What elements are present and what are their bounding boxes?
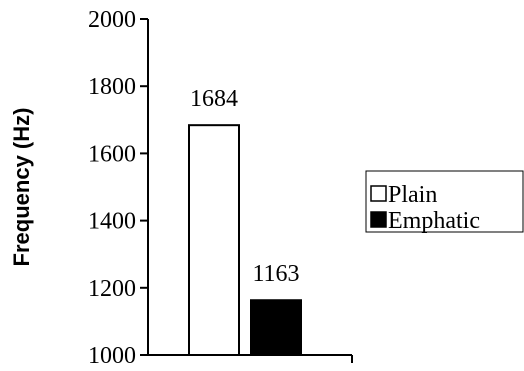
legend-swatch-plain (370, 185, 387, 202)
y-tick-label: 1200 (88, 276, 136, 302)
data-label-plain: 1684 (190, 86, 238, 112)
y-tick-label: 1600 (88, 141, 136, 167)
y-tick-label: 1800 (88, 74, 136, 100)
legend-label-plain: Plain (388, 182, 437, 208)
y-tick-label: 2000 (88, 7, 136, 33)
data-label-emphatic: 1163 (252, 261, 299, 287)
legend-swatch-emphatic (370, 211, 387, 228)
y-tick-label: 1000 (88, 343, 136, 369)
data-labels: 1684 1163 (190, 86, 300, 287)
y-axis-title: Frequency (Hz) (9, 108, 34, 267)
legend-box (365, 170, 524, 233)
bars (188, 124, 302, 357)
y-tick-label: 1400 (88, 209, 136, 235)
bar-plain (188, 124, 240, 357)
legend-label-emphatic: Emphatic (388, 208, 480, 234)
y-ticks: 1000 1200 1400 1600 1800 2000 (88, 7, 148, 369)
bar-emphatic (250, 299, 302, 356)
